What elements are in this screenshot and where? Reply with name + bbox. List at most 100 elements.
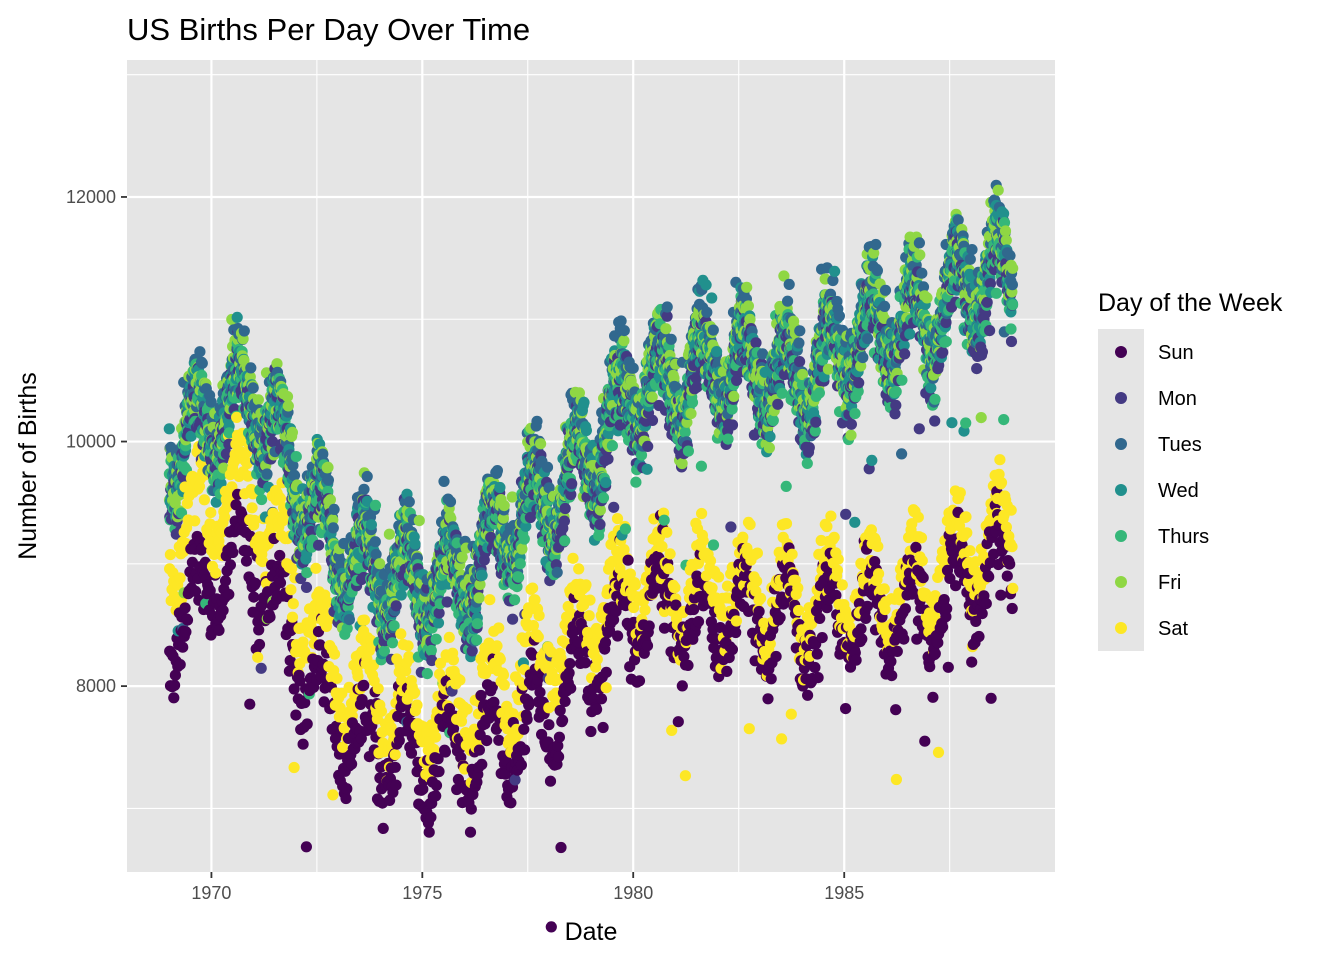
point-tues [403, 496, 415, 508]
point-sun [264, 611, 276, 623]
point-sun [340, 792, 352, 805]
point-sat [231, 411, 243, 423]
point-sun [294, 675, 306, 687]
point-sat [285, 584, 297, 596]
point-tues [343, 614, 355, 626]
point-sat [532, 631, 544, 643]
point-sat [164, 549, 176, 561]
point-sun [190, 585, 202, 598]
point-sat [498, 679, 510, 691]
point-thurs [256, 493, 268, 506]
point-thurs [630, 476, 642, 488]
point-mon [390, 600, 402, 612]
point-sat [454, 674, 466, 686]
point-thurs [679, 426, 691, 438]
point-sat [494, 653, 506, 665]
point-sun [341, 783, 353, 795]
point-sun [518, 723, 530, 735]
point-sat [527, 582, 539, 594]
point-tues [701, 306, 713, 318]
point-sun [641, 640, 654, 652]
point-sat [580, 579, 592, 591]
point-sun [377, 822, 389, 835]
point-mon [220, 448, 232, 460]
point-sun [253, 638, 266, 651]
point-tues [287, 459, 299, 472]
point-thurs [606, 440, 619, 452]
point-sat [497, 669, 510, 681]
point-thurs [369, 499, 382, 511]
point-thurs [682, 445, 695, 457]
point-sat [662, 563, 675, 575]
point-fri [281, 391, 294, 403]
point-wed [432, 617, 445, 629]
point-tues [444, 496, 457, 508]
point-sat [484, 594, 496, 606]
point-sat [278, 508, 290, 520]
point-sun [676, 680, 688, 692]
point-sun [358, 679, 370, 692]
point-thurs [658, 514, 670, 526]
point-sat [411, 699, 423, 711]
point-tues [361, 470, 373, 483]
point-sun [168, 692, 180, 704]
point-sat [210, 567, 222, 579]
point-wed [600, 476, 612, 489]
point-thurs [722, 433, 734, 445]
point-fri [594, 504, 607, 516]
point-thurs [175, 507, 188, 519]
point-fri [383, 528, 395, 540]
point-sat [252, 651, 264, 663]
point-sat [573, 563, 585, 575]
point-fri [473, 592, 485, 604]
point-fri [498, 500, 510, 512]
point-sun [521, 713, 533, 726]
point-fri [271, 358, 283, 370]
point-sat [375, 705, 387, 717]
point-sat [241, 457, 253, 470]
point-sun [672, 716, 684, 728]
point-sun [219, 575, 232, 587]
point-sat [372, 683, 384, 695]
point-tues [322, 474, 334, 486]
point-sat [331, 672, 343, 684]
point-mon [313, 539, 325, 551]
point-fri [324, 494, 336, 506]
point-thurs [707, 539, 720, 551]
point-sat [493, 622, 505, 634]
point-wed [476, 569, 488, 582]
point-fri [282, 400, 294, 412]
point-mon [642, 440, 654, 452]
point-sun [465, 803, 477, 815]
point-sat [286, 562, 298, 575]
point-sun [688, 603, 700, 616]
point-mon [602, 453, 614, 465]
point-sat [661, 526, 673, 538]
point-sat [533, 610, 545, 622]
point-sun [555, 841, 567, 854]
point-sat [205, 506, 217, 519]
point-mon [566, 478, 578, 490]
point-sun [242, 545, 254, 557]
point-tues [369, 536, 381, 548]
point-tues [707, 324, 719, 336]
point-tues [245, 362, 257, 374]
point-sun [579, 657, 591, 669]
point-sat [402, 640, 414, 652]
point-sun [425, 811, 437, 823]
point-sun [430, 790, 442, 802]
point-fri [685, 408, 697, 420]
point-thurs [425, 644, 437, 657]
point-sat [669, 582, 681, 594]
point-sun [599, 636, 612, 649]
point-mon [691, 381, 703, 393]
point-sun [545, 921, 557, 933]
point-sat [174, 572, 186, 584]
point-tues [288, 469, 301, 481]
point-fri [535, 438, 547, 450]
point-thurs [514, 558, 526, 570]
point-mon [558, 515, 571, 527]
point-sun [169, 669, 181, 681]
point-fri [516, 543, 528, 555]
